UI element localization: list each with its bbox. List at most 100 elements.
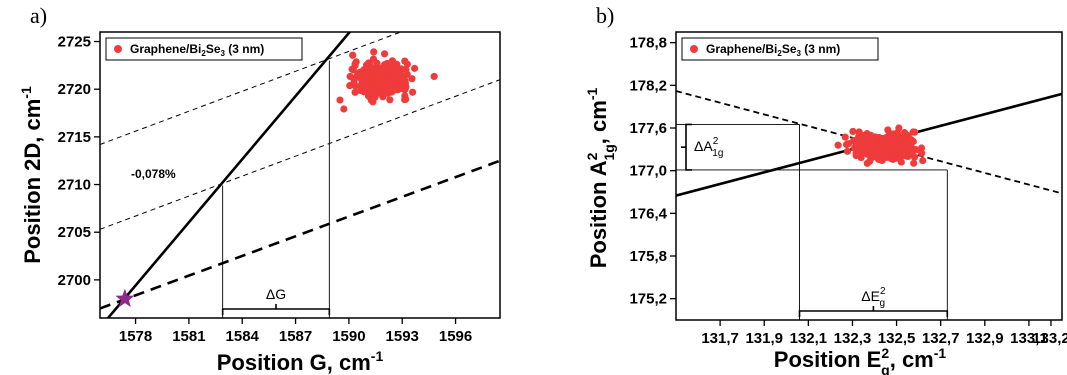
panel-b-x-axis-title: Position E2 g, cm-1 [774, 345, 947, 375]
x-bracket [221, 304, 331, 315]
y-tick-label: 178,2 [629, 77, 667, 94]
legend-label: Graphene/Bi2Se3 (3 nm) [130, 42, 264, 58]
data-point [864, 141, 872, 149]
data-point [386, 96, 394, 104]
fit-line-3 [100, 32, 403, 145]
x-tick-label: 1587 [279, 328, 312, 345]
data-point [411, 64, 419, 72]
strain-annotation-0: -0,078% [131, 167, 176, 181]
legend-box [105, 37, 303, 61]
data-point [346, 81, 354, 90]
panel-a-frame [99, 31, 501, 319]
y-tick-label: 178,8 [629, 35, 667, 52]
x-tick-label: 1581 [172, 328, 205, 345]
data-point [852, 140, 860, 148]
data-point [373, 59, 381, 67]
x-bracket-label: ΔG [266, 286, 286, 302]
y-tick-label: 177,0 [629, 163, 667, 180]
legend-marker [690, 45, 698, 53]
data-point [919, 156, 927, 165]
y-tick-label: 2720 [58, 81, 91, 98]
data-point [849, 127, 857, 136]
legend-label: Graphene/Bi2Se3 (3 nm) [706, 42, 840, 58]
x-bracket [798, 306, 949, 317]
fit-line-1 [676, 90, 1062, 195]
data-point [336, 96, 344, 104]
x-bracket-label: ΔE2 g [861, 286, 886, 309]
data-point [863, 159, 871, 167]
data-point [408, 88, 417, 96]
panel-a-y-axis-title: Position 2D, cm-1 [18, 86, 45, 264]
fit-line-1 [100, 159, 500, 310]
data-point [408, 75, 416, 83]
data-point [391, 65, 399, 73]
y-tick-label: 2725 [58, 34, 91, 51]
x-tick-label: 1593 [386, 328, 419, 345]
fit-line-2 [100, 79, 500, 230]
data-point [370, 89, 378, 97]
data-point [912, 146, 920, 154]
data-point [380, 50, 389, 58]
data-point [403, 70, 411, 78]
data-point [897, 158, 905, 166]
x-tick-label: 132,5 [878, 330, 916, 347]
reference-star-marker [115, 288, 135, 307]
data-point [843, 147, 852, 155]
y-tick-label: 175,2 [629, 291, 667, 308]
panel-a-legend: Graphene/Bi2Se3 (3 nm) [105, 37, 303, 61]
data-point [883, 153, 891, 161]
data-point [373, 72, 381, 80]
panel-b-ticks: 131,7 131,9 132,1 132,3 132,5 132,7 132,9 133,1… [629, 35, 1067, 347]
y-bracket [681, 123, 692, 171]
data-point [895, 142, 903, 150]
x-tick-label: 133,2 [1032, 330, 1067, 347]
x-tick-label: 132,3 [834, 330, 872, 347]
panel-b-legend: Graphene/Bi2Se3 (3 nm) [681, 37, 879, 61]
data-point [388, 74, 396, 82]
data-point [340, 105, 348, 113]
data-point [363, 72, 371, 80]
panel-a-x-axis-title: Position G, cm-1 [217, 348, 384, 375]
panel-a-ticks: 1578 1581 1584 1587 1590 1593 1596 2700 2705 2710… [58, 34, 473, 345]
y-tick-label: 175,8 [629, 248, 667, 265]
data-point [375, 81, 383, 89]
x-tick-label: 131,9 [745, 330, 783, 347]
data-point [363, 84, 371, 93]
panel-b-label: b) [596, 3, 614, 28]
panel-b-frame [675, 31, 1063, 321]
x-tick-label: 132,7 [922, 330, 960, 347]
data-point [872, 143, 880, 151]
panel-a: a) -0,078%-0,165%ΔG 1578 1581 1584 1587 1590… [18, 3, 501, 375]
data-point [369, 98, 377, 106]
data-point [351, 60, 359, 68]
data-point [357, 80, 366, 89]
data-point [349, 51, 357, 59]
data-point [887, 145, 896, 153]
data-point [909, 128, 917, 136]
data-point [370, 48, 378, 56]
y-tick-label: 2705 [58, 224, 91, 241]
data-point [381, 69, 389, 78]
x-tick-label: 1578 [119, 328, 152, 345]
y-tick-label: 176,4 [629, 205, 667, 222]
y-tick-label: 177,6 [629, 120, 667, 137]
data-point [859, 131, 867, 140]
data-point [884, 126, 892, 134]
panel-b-y-axis-title: Position A21g, cm-1 [584, 87, 617, 268]
x-tick-label: 132,9 [966, 330, 1004, 347]
data-point [902, 142, 911, 150]
data-point [899, 135, 907, 143]
data-point [353, 71, 362, 80]
x-tick-label: 133,1 [1010, 330, 1048, 347]
y-bracket-label: ΔA2 1g [694, 136, 723, 159]
x-tick-label: 1584 [226, 328, 260, 345]
x-tick-label: 1596 [439, 328, 472, 345]
data-point [910, 159, 918, 167]
data-point [917, 144, 926, 152]
data-point [430, 72, 438, 81]
panel-a-label: a) [30, 3, 47, 28]
data-point [348, 65, 356, 73]
x-tick-label: 131,7 [701, 330, 739, 347]
x-tick-label: 1590 [332, 328, 365, 345]
